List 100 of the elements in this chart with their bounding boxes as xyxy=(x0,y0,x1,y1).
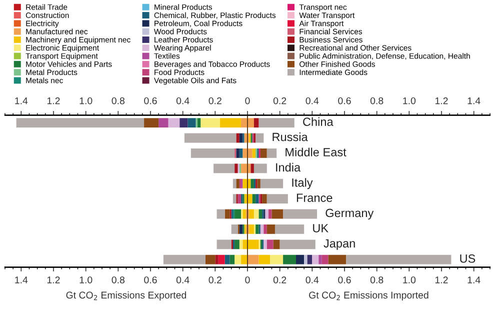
bar xyxy=(256,194,259,204)
text: Gt CO$_{2}$ Emissions Exported xyxy=(66,291,186,300)
x-tick-label: 0.2 xyxy=(273,97,286,104)
bar xyxy=(260,148,267,158)
x-tick-label: 0.6 xyxy=(144,97,157,104)
bar xyxy=(252,148,256,158)
x2-tick-label: 0.6 xyxy=(144,276,157,284)
bar xyxy=(346,254,452,264)
bar xyxy=(144,118,159,128)
y-tick-label: Japan xyxy=(324,239,355,250)
x2-tick-label: 1.4 xyxy=(468,276,480,284)
bar xyxy=(254,209,259,219)
bar xyxy=(214,164,235,174)
bar xyxy=(231,224,238,234)
bar xyxy=(273,240,280,250)
bar xyxy=(184,133,236,143)
bar xyxy=(318,254,322,264)
bar xyxy=(215,254,218,264)
bar xyxy=(248,254,259,264)
bar xyxy=(236,178,240,188)
bar xyxy=(236,133,240,143)
y-tick-label: Middle East xyxy=(286,148,346,156)
bar xyxy=(258,118,294,128)
bar xyxy=(190,148,235,158)
bar xyxy=(249,224,254,234)
x2-tick-label: 1.2 xyxy=(47,276,60,284)
bar xyxy=(296,254,304,264)
x2-tick-label: 1.0 xyxy=(80,276,92,284)
bar xyxy=(241,254,248,264)
bar xyxy=(250,164,254,174)
bar xyxy=(16,118,144,128)
bar xyxy=(158,118,168,128)
bar xyxy=(216,209,225,219)
bar xyxy=(238,194,242,204)
bar xyxy=(205,254,216,264)
x-tick-label: 0.6 xyxy=(338,97,351,104)
bar xyxy=(304,254,308,264)
bar xyxy=(268,209,272,219)
bar xyxy=(234,164,238,174)
x2-tick-label: 0.4 xyxy=(306,276,319,284)
x-tick-label: 1.0 xyxy=(80,97,92,104)
x-tick-label: 1.4 xyxy=(15,97,28,104)
x-tick-label: 1.2 xyxy=(435,97,448,104)
bar xyxy=(257,178,260,188)
bar xyxy=(283,254,296,264)
bar xyxy=(283,209,318,219)
bar xyxy=(180,118,188,128)
bar xyxy=(200,118,220,128)
bar xyxy=(232,194,236,204)
bar xyxy=(234,209,242,219)
x-tick-label: 0.2 xyxy=(208,97,222,104)
bar xyxy=(216,240,232,250)
bar xyxy=(242,209,246,219)
x-tick-label: 0.8 xyxy=(112,97,124,104)
bar xyxy=(266,240,274,250)
bar xyxy=(239,148,243,158)
bar xyxy=(260,224,264,234)
y-tick-label: Germany xyxy=(326,208,374,220)
y-tick-label: UK xyxy=(313,224,328,232)
bar xyxy=(241,164,248,174)
bar xyxy=(260,178,284,188)
y-tick-label: US xyxy=(460,254,476,263)
x-tick-label: 0.4 xyxy=(176,97,190,104)
bar xyxy=(264,240,267,250)
bar xyxy=(239,240,243,250)
bar xyxy=(234,240,240,250)
x2-tick-label: 1.0 xyxy=(403,276,416,284)
bar xyxy=(234,254,242,264)
bar xyxy=(236,148,240,158)
bar xyxy=(258,254,270,264)
bar xyxy=(264,224,267,234)
x2-tick-label: 0.2 xyxy=(273,276,286,284)
x-tick-label: 0 xyxy=(245,97,250,104)
x2-tick-label: 0.8 xyxy=(370,276,384,284)
bar xyxy=(266,194,288,204)
bar xyxy=(266,148,277,158)
bar xyxy=(168,118,180,128)
bar xyxy=(307,254,312,264)
bar xyxy=(312,254,319,264)
bar xyxy=(224,254,230,264)
y-tick-label: China xyxy=(303,117,334,126)
x2-tick-label: 0.8 xyxy=(112,276,124,284)
bar xyxy=(256,224,259,234)
x-tick-label: 1.0 xyxy=(403,97,416,104)
bar xyxy=(239,224,243,234)
bar xyxy=(197,118,201,128)
bar xyxy=(163,254,206,264)
bar xyxy=(274,224,304,234)
x2-tick-label: 0 xyxy=(245,276,250,284)
y-tick-label: Russia xyxy=(272,132,308,142)
x-tick-label: 1.2 xyxy=(47,97,60,104)
bar xyxy=(256,133,264,143)
bar xyxy=(272,209,284,219)
bar xyxy=(322,254,328,264)
bar xyxy=(220,118,242,128)
bar xyxy=(232,178,236,188)
x2-tick-label: 1.4 xyxy=(15,276,28,284)
bar xyxy=(254,118,259,128)
bar xyxy=(270,254,284,264)
text: Gt CO$_{2}$ Emissions Imported xyxy=(309,291,428,300)
